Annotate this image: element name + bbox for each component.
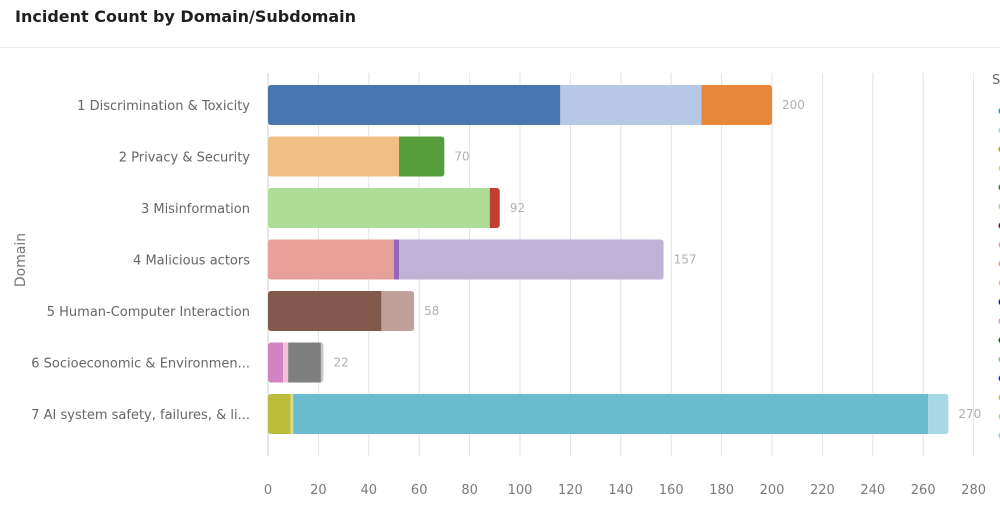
y-axis-title: Domain [13, 233, 29, 287]
bar-segment[interactable] [288, 342, 321, 383]
category-label: 2 Privacy & Security [119, 151, 251, 166]
bar-segment[interactable] [489, 188, 500, 228]
x-tick-label: 180 [709, 483, 734, 498]
x-tick-label: 280 [961, 483, 986, 498]
bar-segment[interactable] [560, 85, 702, 125]
x-tick-label: 80 [461, 483, 478, 498]
bar-segment[interactable] [268, 136, 400, 177]
bar-segment[interactable] [381, 291, 415, 331]
bar-segment[interactable] [268, 291, 382, 331]
bar-segment[interactable] [293, 394, 929, 434]
x-tick-label: 200 [760, 483, 785, 498]
legend[interactable]: S [992, 73, 1000, 439]
category-label: 4 Malicious actors [133, 254, 250, 269]
total-label: 157 [674, 253, 697, 267]
bar-segment[interactable] [268, 394, 291, 434]
x-axis-ticks: 0 20 40 60 80 100 120 140 160 180 200 220 240 260 280 [264, 483, 986, 498]
bar-segment[interactable] [290, 394, 294, 434]
bars[interactable] [268, 85, 949, 434]
chart-header: Incident Count by Domain/Subdomain [0, 0, 1000, 48]
total-label: 270 [958, 407, 981, 421]
bar-segment[interactable] [399, 136, 445, 177]
category-label: 3 Misinformation [141, 202, 250, 217]
bar-segment[interactable] [399, 239, 664, 280]
bar-row[interactable] [268, 136, 445, 177]
x-tick-label: 120 [558, 483, 583, 498]
bar-segment[interactable] [320, 342, 324, 383]
bar-row[interactable] [268, 239, 664, 280]
total-label: 58 [424, 304, 439, 318]
bar-row[interactable] [268, 342, 324, 383]
total-label: 70 [454, 150, 469, 164]
x-tick-label: 20 [310, 483, 327, 498]
x-tick-label: 160 [659, 483, 684, 498]
x-tick-label: 240 [860, 483, 885, 498]
bar-segment[interactable] [394, 239, 400, 280]
total-labels: 200 70 92 157 58 22 270 [333, 98, 981, 421]
bar-row[interactable] [268, 291, 415, 331]
total-label: 92 [510, 201, 525, 215]
x-tick-label: 140 [608, 483, 633, 498]
x-tick-label: 40 [361, 483, 378, 498]
bar-segment[interactable] [928, 394, 949, 434]
bar-segment[interactable] [701, 85, 772, 125]
x-tick-label: 220 [810, 483, 835, 498]
chart-title: Incident Count by Domain/Subdomain [15, 7, 357, 26]
bar-row[interactable] [268, 394, 949, 434]
category-label: 7 AI system safety, failures, & li... [31, 408, 250, 423]
bar-segment[interactable] [268, 342, 284, 383]
bar-row[interactable] [268, 188, 500, 228]
legend-title: S [992, 73, 1000, 88]
x-tick-label: 60 [411, 483, 428, 498]
bar-segment[interactable] [268, 85, 561, 125]
bar-row[interactable] [268, 85, 772, 125]
total-label: 200 [782, 98, 805, 112]
category-label: 6 Socioeconomic & Environmen... [31, 357, 250, 372]
x-tick-label: 260 [911, 483, 936, 498]
total-label: 22 [333, 356, 348, 370]
x-tick-label: 0 [264, 483, 272, 498]
bar-segment[interactable] [268, 188, 490, 228]
bar-segment[interactable] [283, 342, 289, 383]
x-tick-label: 100 [508, 483, 533, 498]
category-label: 5 Human-Computer Interaction [47, 305, 250, 320]
category-label: 1 Discrimination & Toxicity [77, 99, 250, 114]
category-labels: 1 Discrimination & Toxicity 2 Privacy & S… [31, 99, 250, 423]
bar-segment[interactable] [268, 239, 394, 280]
